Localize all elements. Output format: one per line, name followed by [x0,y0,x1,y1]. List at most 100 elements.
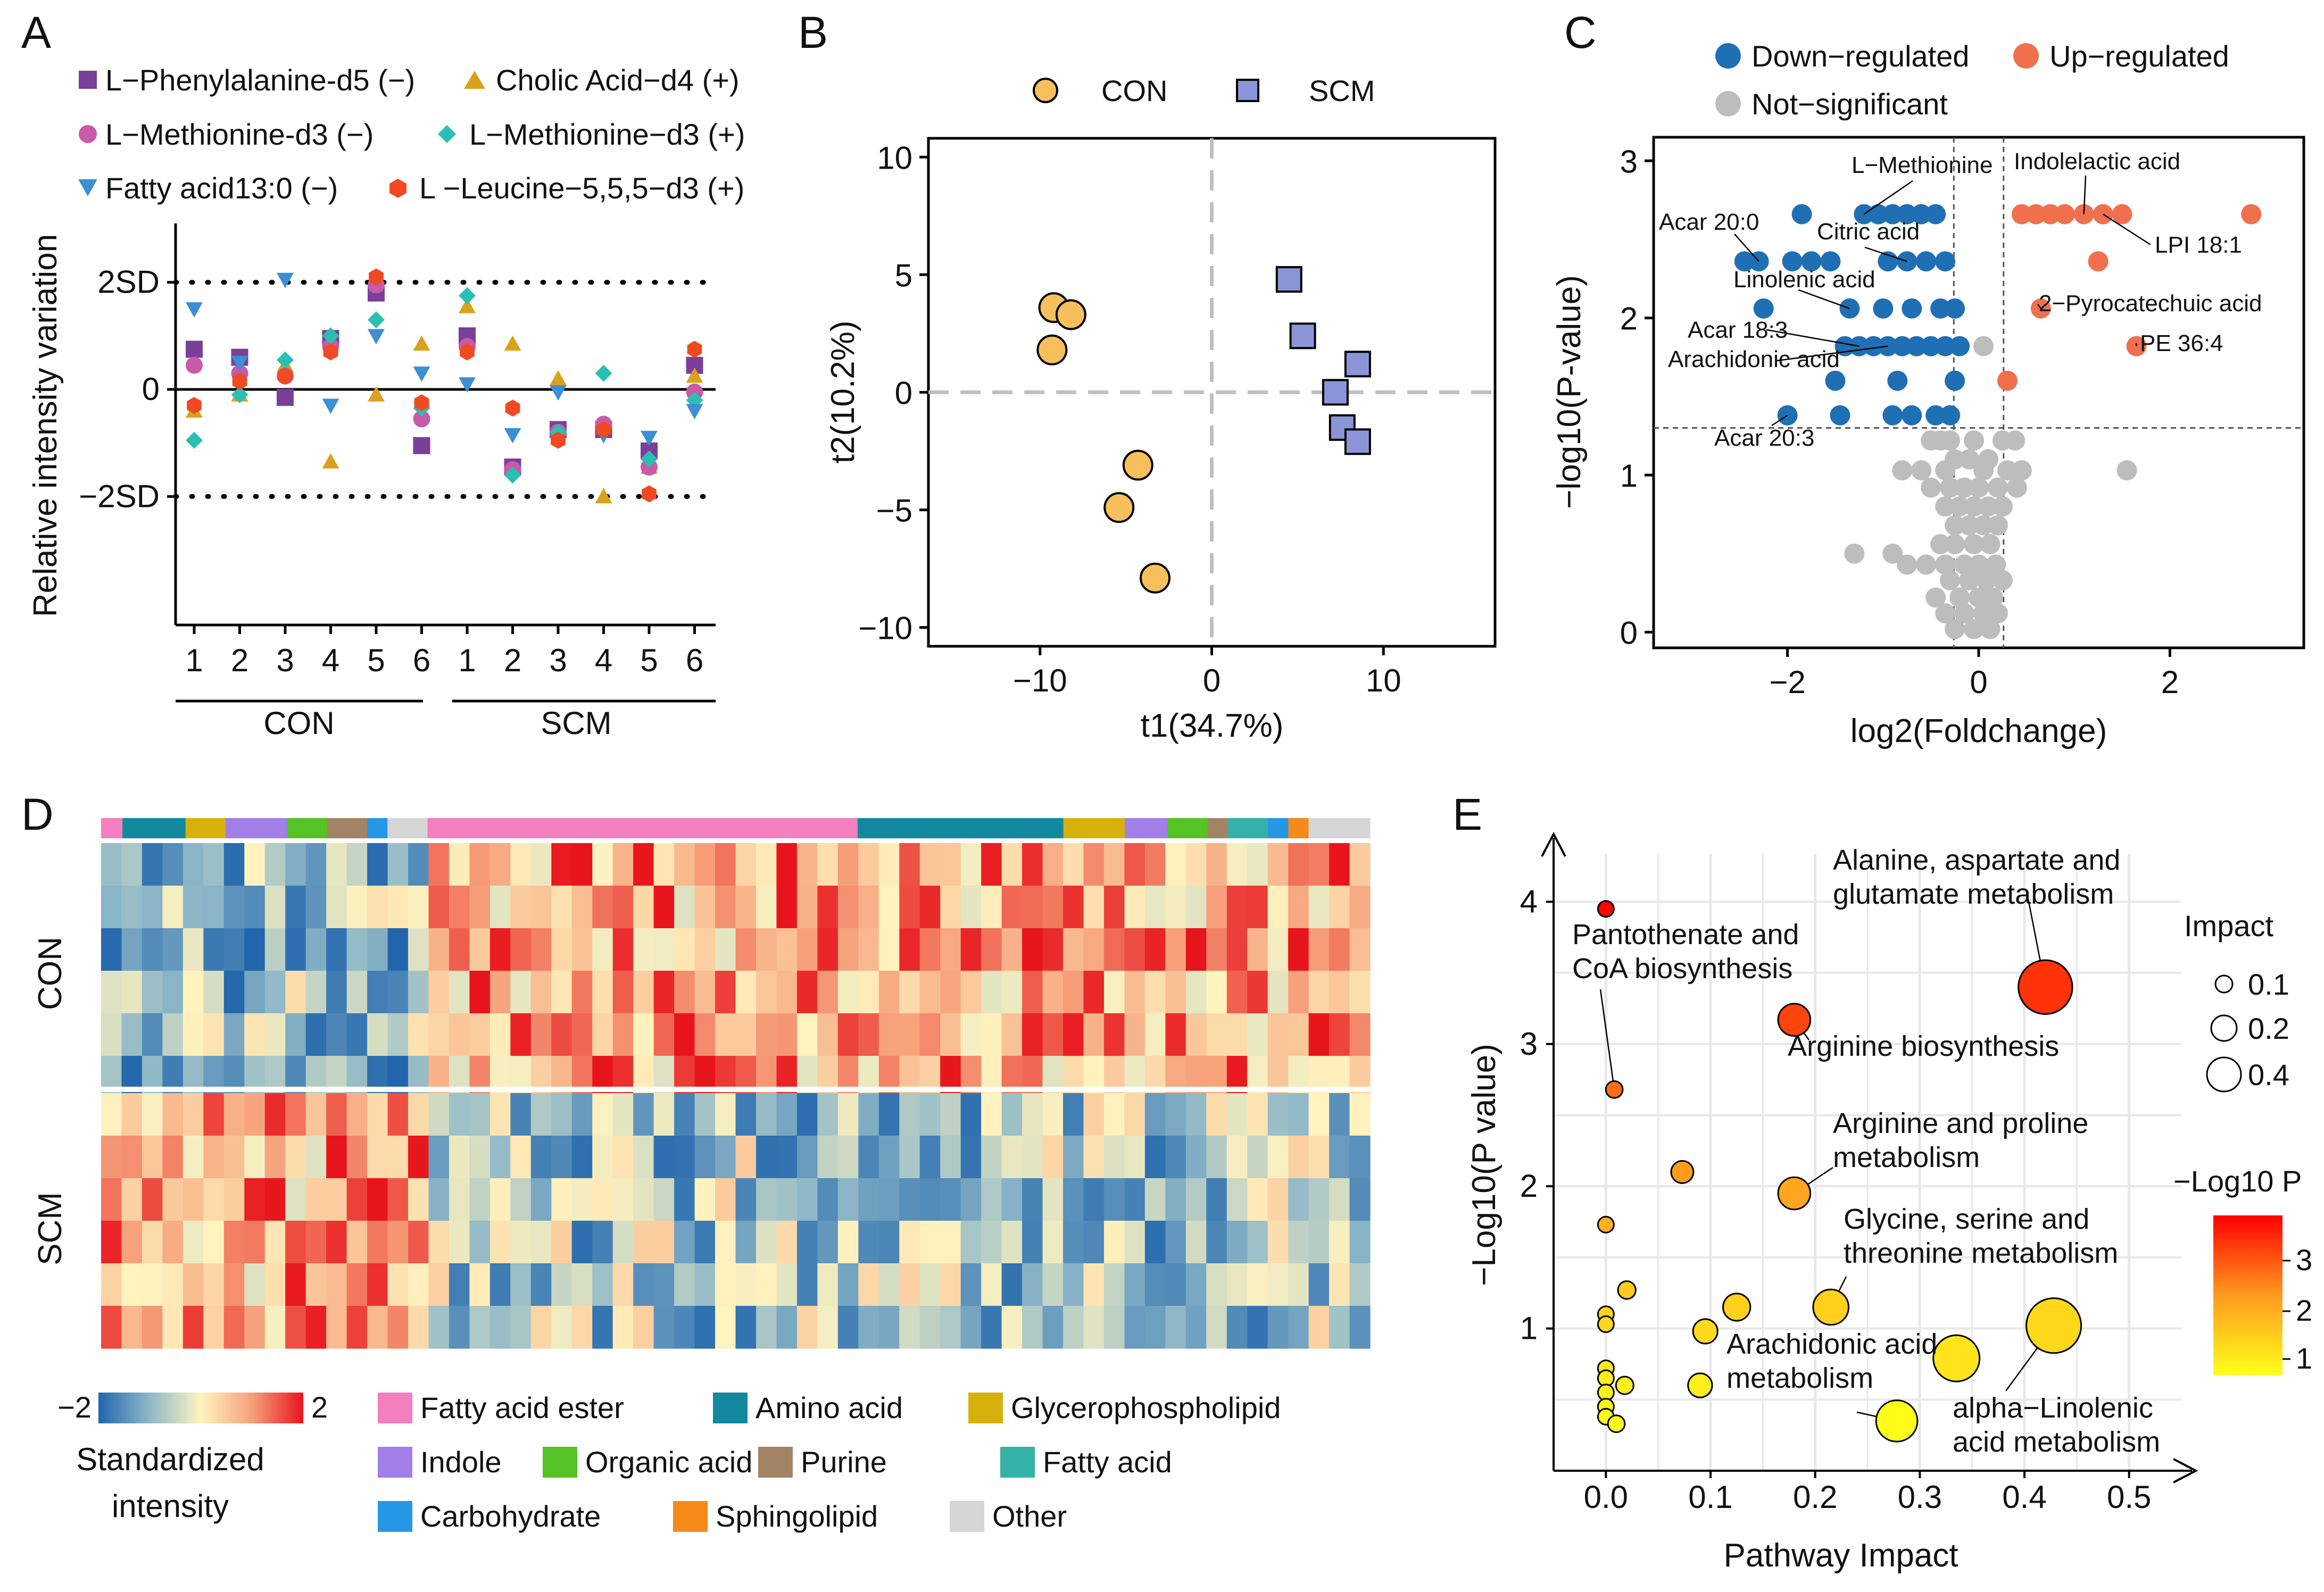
heatmap-cell [1022,1263,1043,1306]
panel-b-x-tick-label: −10 [1013,663,1067,698]
heatmap-cell [674,1013,695,1056]
heatmap-cell [203,1136,225,1179]
heatmap-cell [264,886,286,929]
panel-c-label-leader [2102,213,2151,246]
heatmap-cell [1103,1056,1125,1099]
heatmap-cell [408,1178,429,1221]
heatmap-cell [1226,928,1248,971]
panel-a-point-l-phenylalanine-d5 [186,340,203,358]
heatmap-cell [919,1178,941,1221]
heatmap-cell [899,1306,920,1349]
heatmap-cell [1165,1136,1186,1179]
heatmap-cell [1226,1013,1248,1056]
heatmap-cell [612,1013,634,1056]
panel-c-label-leader [1798,289,1850,310]
heatmap-cell [940,1056,961,1099]
panel-c-y-tick-label: 2 [1620,301,1638,337]
panel-c-point-down [1863,336,1884,356]
heatmap-cell [592,1306,613,1349]
heatmap-cell [735,1056,757,1099]
heatmap-cell [1063,1093,1084,1136]
heatmap-cell [1063,843,1084,886]
heatmap-cell [387,843,409,886]
heatmap-cell [101,1136,122,1179]
panel-e-x-arrow [2173,1458,2198,1483]
panel-b-point-scm [1275,266,1302,293]
heatmap-cell [1349,1263,1371,1306]
pathway-label-glycine-serine-and-threonine-metabolism: Glycine, serine and threonine metabolism [1844,1203,2118,1269]
panel-c-point-not-significant [1982,587,2003,608]
heatmap-cell [735,1263,757,1306]
heatmap-cell [182,1013,204,1056]
panel-c-point-down [1949,336,1970,356]
heatmap-cell [981,971,1002,1014]
heatmap-cell [510,1136,532,1179]
heatmap-cell [981,1056,1002,1099]
heatmap-cell [837,1178,859,1221]
legend-swatch-other [950,1501,984,1532]
heatmap-cell [264,1056,286,1099]
heatmap-cell [653,843,675,886]
category-segment-organic-acid [1167,818,1208,838]
panel-b-x-axis-title: t1(34.7%) [1141,707,1284,744]
panel-b-y-tick-label: 5 [895,257,912,293]
panel-a-x-tick-label: 3 [276,643,294,678]
heatmap-cell [776,1093,798,1136]
heatmap-cell [1124,1306,1146,1349]
heatmap-cell [858,1263,879,1306]
heatmap-cell [469,1013,491,1056]
heatmap-cell [1001,886,1023,929]
heatmap-cell [1288,1013,1309,1056]
heatmap-cell [756,1221,777,1264]
heatmap-cell [1144,971,1166,1014]
panel-b-point-scm [1322,379,1349,406]
heatmap-cell [1185,1056,1207,1099]
heatmap-cell [1308,843,1330,886]
heatmap-cell [449,1306,470,1349]
heatmap-cell [1308,1056,1330,1099]
heatmap-cell [715,1178,736,1221]
panel-b-point-con [1055,299,1086,330]
heatmap-cell [428,886,450,929]
heatmap-cell [1206,886,1227,929]
heatmap-cell [408,1306,429,1349]
heatmap-cell [837,971,859,1014]
panel-a-point-cholic-acid-d4 [595,488,612,504]
panel-c-point-up [2026,204,2046,224]
heatmap-cell [551,928,572,971]
heatmap-cell [837,1013,859,1056]
heatmap-cell [1349,886,1371,929]
panel-c-point-not-significant [1949,496,1970,517]
heatmap-cell [756,1178,777,1221]
heatmap-cell [264,1136,286,1179]
heatmap-cell [1226,843,1248,886]
panel-c-x-tick-label: 0 [1970,664,1987,700]
panel-c-point-not-significant [1935,554,1956,575]
heatmap-cell [837,1093,859,1136]
panel-c-point-not-significant [1882,543,1903,564]
heatmap-cell [1042,1136,1064,1179]
category-segment-fatty-acid [1227,818,1268,838]
heatmap-cell [694,1136,716,1179]
heatmap-cell [1001,1306,1023,1349]
heatmap-cell [1063,1178,1084,1221]
heatmap-cell [305,886,327,929]
panel-c-label-lpi-18-1: LPI 18:1 [2155,232,2242,258]
heatmap-cell [182,843,204,886]
heatmap-cell [1247,1306,1268,1349]
heatmap-cell [121,928,143,971]
heatmap-cell [244,1013,265,1056]
panel-c-point-up [2011,204,2032,224]
heatmap-cell [244,1136,265,1179]
heatmap-cell [510,928,532,971]
heatmap-cell [1001,1056,1023,1099]
heatmap-cell [633,1056,654,1099]
legend-scm: SCM [1309,74,1375,107]
heatmap-cell [1288,1136,1309,1179]
heatmap-cell [878,1221,900,1264]
heatmap-cell [1349,1178,1371,1221]
heatmap-cell [1308,971,1330,1014]
heatmap-cell [285,1056,306,1099]
panel-c-point-not-significant [1954,477,1975,498]
panel-a-point-l-methionine-d3 [413,410,430,428]
